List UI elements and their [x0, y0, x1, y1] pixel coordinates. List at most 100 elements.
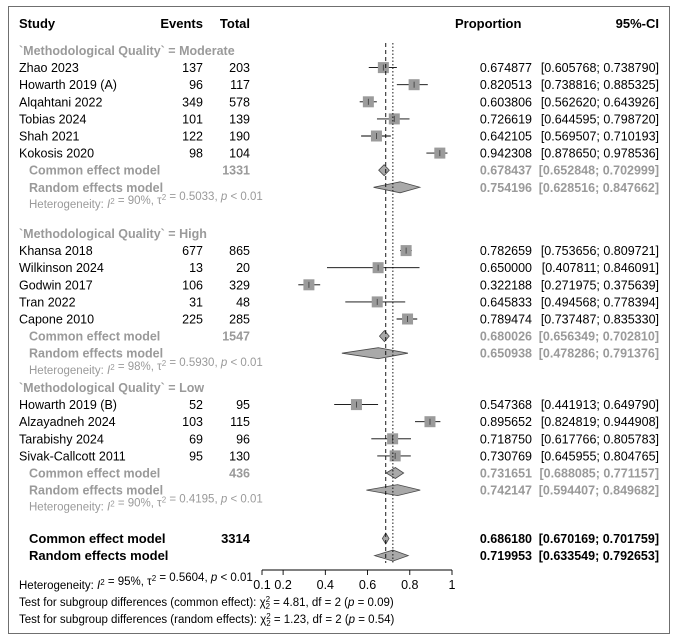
study-ci: [0.645955; 0.804765]: [541, 449, 659, 463]
study-total: 190: [229, 130, 250, 144]
common-effect-proportion: 0.680026: [480, 330, 532, 344]
study-proportion: 0.674877: [480, 61, 532, 75]
study-name: Godwin 2017: [19, 278, 93, 292]
subgroup-heterogeneity: Heterogeneity: I2 = 90%, τ2 = 0.4195, p …: [29, 494, 263, 514]
study-events: 52: [189, 398, 203, 412]
study-name: Wilkinson 2024: [19, 261, 104, 275]
random-effects-proportion: 0.742147: [480, 484, 532, 498]
study-name: Howarth 2019 (B): [19, 398, 117, 412]
study-total: 48: [236, 295, 250, 309]
study-total: 285: [229, 313, 250, 327]
study-name: Khansa 2018: [19, 244, 93, 258]
study-total: 203: [229, 61, 250, 75]
overall-common-total: 3314: [221, 531, 251, 546]
study-name: Zhao 2023: [19, 61, 79, 75]
x-tick-label: 0.4: [317, 578, 334, 592]
study-name: Kokosis 2020: [19, 147, 94, 161]
subgroup-test: Test for subgroup differences (common ef…: [19, 595, 394, 611]
common-effect-proportion: 0.678437: [480, 164, 532, 178]
overall-common-label: Common effect model: [29, 531, 166, 546]
study-proportion: 0.645833: [480, 295, 532, 309]
subgroup-heterogeneity: Heterogeneity: I2 = 98%, τ2 = 0.5930, p …: [29, 357, 263, 377]
random-effects-diamond: [366, 484, 421, 497]
study-proportion: 0.782659: [480, 244, 532, 258]
study-events: 31: [189, 295, 203, 309]
common-effect-total: 436: [229, 467, 250, 481]
study-total: 139: [229, 112, 250, 126]
common-effect-diamond: [378, 164, 390, 177]
random-effects-label: Random effects model: [29, 181, 163, 195]
subgroup-label: `Methodological Quality` = Low: [19, 381, 204, 395]
study-proportion: 0.650000: [480, 261, 532, 275]
study-total: 96: [236, 432, 250, 446]
study-proportion: 0.726619: [480, 112, 532, 126]
study-ci: [0.737487; 0.835330]: [541, 313, 659, 327]
random-effects-proportion: 0.754196: [480, 181, 532, 195]
x-tick-label: 0.1: [253, 578, 270, 592]
study-ci: [0.407811; 0.846091]: [542, 261, 659, 275]
study-ci: [0.824819; 0.944908]: [541, 415, 659, 429]
common-effect-label: Common effect model: [29, 164, 160, 178]
study-total: 104: [229, 147, 250, 161]
study-ci: [0.878650; 0.978536]: [541, 147, 659, 161]
random-effects-ci: [0.628516; 0.847662]: [539, 181, 659, 195]
study-proportion: 0.322188: [480, 278, 532, 292]
study-ci: [0.644595; 0.798720]: [541, 112, 659, 126]
study-proportion: 0.718750: [480, 432, 532, 446]
common-effect-ci: [0.652848; 0.702999]: [539, 164, 659, 178]
overall-random-proportion: 0.719953: [480, 549, 532, 563]
header-total: Total: [220, 16, 250, 31]
common-effect-ci: [0.688085; 0.771157]: [539, 467, 659, 481]
subgroup-label: `Methodological Quality` = High: [19, 227, 207, 241]
study-name: Alzayadneh 2024: [19, 415, 116, 429]
x-tick-label: 1: [449, 578, 456, 592]
study-events: 103: [182, 415, 203, 429]
study-events: 69: [189, 432, 203, 446]
common-effect-label: Common effect model: [29, 330, 160, 344]
random-effects-label: Random effects model: [29, 347, 163, 361]
forest-plot: Study Events Total Proportion 95%-CI `Methodo…: [19, 16, 659, 628]
study-name: Alqahtani 2022: [19, 95, 102, 109]
study-ci: [0.605768; 0.738790]: [541, 61, 659, 75]
common-effect-diamond: [378, 329, 390, 343]
common-effect-total: 1331: [222, 164, 250, 178]
study-proportion: 0.642105: [480, 130, 532, 144]
study-ci: [0.738816; 0.885325]: [541, 78, 659, 92]
study-proportion: 0.730769: [480, 449, 532, 463]
common-effect-total: 1547: [222, 330, 250, 344]
study-events: 98: [189, 147, 203, 161]
study-ci: [0.617766; 0.805783]: [541, 432, 659, 446]
subgroup-test: Test for subgroup differences (random ef…: [19, 612, 395, 628]
study-events: 96: [189, 78, 203, 92]
header-study: Study: [19, 16, 56, 31]
study-name: Tobias 2024: [19, 112, 86, 126]
subgroup-label: `Methodological Quality` = Moderate: [19, 44, 235, 58]
study-events: 106: [182, 278, 203, 292]
study-total: 117: [230, 78, 250, 92]
subgroup-heterogeneity: Heterogeneity: I2 = 90%, τ2 = 0.5033, p …: [29, 191, 263, 211]
study-events: 225: [182, 313, 203, 327]
study-events: 101: [182, 112, 203, 126]
overall-heterogeneity: Heterogeneity: I2 = 95%, τ2 = 0.5604, p …: [19, 572, 253, 592]
random-effects-diamond: [341, 347, 409, 360]
study-ci: [0.562620; 0.643926]: [541, 95, 659, 109]
study-name: Tran 2022: [19, 295, 76, 309]
header-proportion: Proportion: [455, 16, 521, 31]
study-events: 677: [182, 244, 203, 258]
overall-common-proportion: 0.686180: [480, 532, 532, 546]
random-effects-proportion: 0.650938: [480, 347, 532, 361]
study-name: Capone 2010: [19, 313, 94, 327]
study-ci: [0.494568; 0.778394]: [541, 295, 659, 309]
common-effect-proportion: 0.731651: [480, 467, 532, 481]
study-name: Sivak-Callcott 2011: [19, 449, 126, 463]
random-effects-ci: [0.478286; 0.791376]: [539, 347, 659, 361]
overall-random-label: Random effects model: [29, 548, 168, 563]
study-ci: [0.753656; 0.809721]: [541, 244, 659, 258]
study-proportion: 0.942308: [480, 147, 532, 161]
study-events: 349: [182, 95, 203, 109]
study-total: 20: [236, 261, 250, 275]
x-tick-label: 0.2: [274, 578, 291, 592]
study-events: 137: [182, 61, 203, 75]
study-events: 95: [189, 449, 203, 463]
study-proportion: 0.547368: [480, 398, 532, 412]
